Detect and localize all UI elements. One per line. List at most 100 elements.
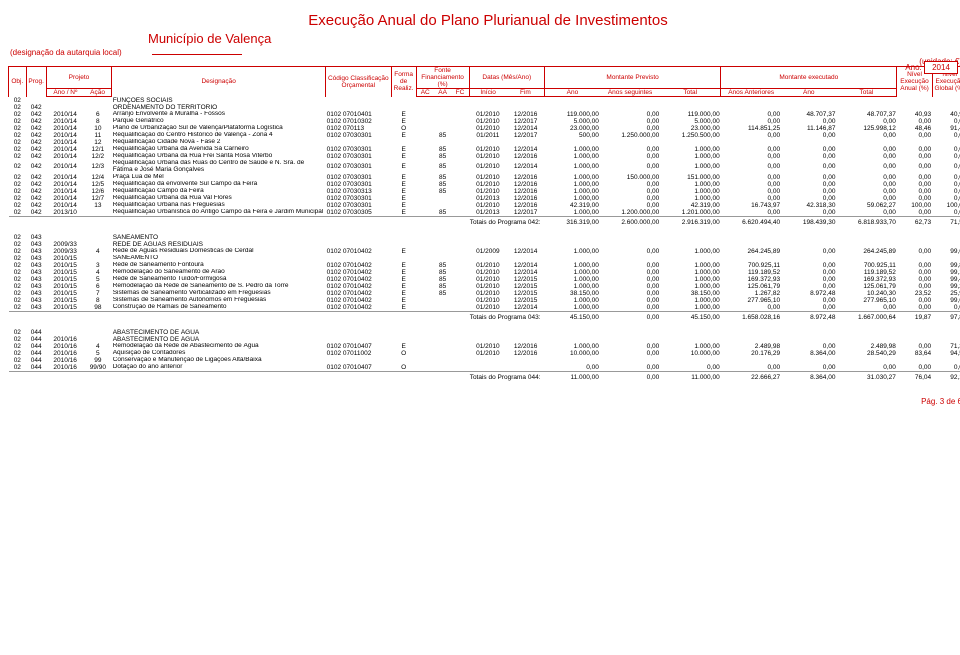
cell: 0,00: [836, 188, 896, 195]
cell: 125.998,12: [836, 125, 896, 132]
cell: 01/2010: [469, 269, 507, 276]
cell: 042: [26, 174, 46, 181]
cell: 71,50: [932, 216, 960, 230]
cell: Remodelação do Saneamento de Arão: [112, 269, 326, 276]
cell: 02: [9, 146, 27, 153]
cell: 1.250.500,00: [660, 132, 720, 139]
cell: 0,00: [721, 111, 781, 118]
cell: 02: [9, 118, 27, 125]
cell: E: [391, 248, 416, 255]
cell: 0102 07010402: [326, 262, 391, 269]
cell: 12/2016: [507, 153, 545, 160]
cell: [326, 255, 391, 262]
cell: [391, 255, 416, 262]
cell: 0,00: [897, 174, 932, 181]
cell: 044: [26, 364, 46, 372]
cell: [416, 255, 434, 262]
cell: 12/2015: [507, 283, 545, 290]
col-ac: AC: [416, 89, 434, 97]
cell: 12/2016: [507, 343, 545, 350]
cell: 0102 07010302: [326, 118, 391, 125]
cell: 12/2: [84, 153, 112, 160]
cell: [434, 255, 452, 262]
cell: 0,00: [781, 262, 836, 269]
cell: 42.319,00: [545, 202, 600, 209]
cell: [836, 357, 896, 364]
col-ano-no: Ano / Nº: [46, 89, 84, 97]
col-mp-ano: Ano: [545, 89, 600, 97]
cell: 12/5: [84, 181, 112, 188]
cell: 0102 07030301: [326, 195, 391, 202]
cell: 2010/15: [46, 262, 84, 269]
cell: 6.620.494,40: [721, 216, 781, 230]
cell: [451, 283, 469, 290]
cell: [897, 139, 932, 146]
cell: 119.000,00: [660, 111, 720, 118]
cell: 02: [9, 160, 27, 174]
cell: 042: [26, 118, 46, 125]
cell: 85: [434, 269, 452, 276]
cell: 0,00: [600, 248, 660, 255]
cell: [434, 248, 452, 255]
cell: [451, 118, 469, 125]
cell: E: [391, 174, 416, 181]
cell: 043: [26, 234, 46, 241]
col-prog: Prog.: [26, 67, 46, 97]
cell: 0102 07010402: [326, 304, 391, 312]
cell: 2.489,98: [721, 343, 781, 350]
cell: 2010/14: [46, 195, 84, 202]
cell: 277.965,10: [836, 297, 896, 304]
cell: 0,00: [721, 304, 781, 312]
cell: [897, 255, 932, 262]
cell: [434, 364, 452, 372]
table-row: 020422010/1412/1Requalificação Urbana da…: [9, 146, 960, 153]
cell: 83,64: [897, 350, 932, 357]
cell: 12/6: [84, 188, 112, 195]
col-mp: Montante Previsto: [545, 67, 721, 89]
cell: 277.965,10: [721, 297, 781, 304]
cell: 0,00: [781, 304, 836, 312]
table-row: 020432010/154Remodelação do Saneamento d…: [9, 269, 960, 276]
cell: [434, 357, 452, 364]
cell: 48.707,37: [781, 111, 836, 118]
cell: 11.000,00: [545, 371, 600, 385]
cell: 119.189,52: [836, 269, 896, 276]
cell: 0102 07030301: [326, 146, 391, 153]
col-inicio: Início: [469, 89, 507, 97]
main-table: Obj. Prog. Projeto Designação Código Cla…: [8, 66, 960, 389]
cell: 0,00: [600, 311, 660, 325]
cell: 042: [26, 139, 46, 146]
cell: 0,00: [932, 174, 960, 181]
cell: 0,00: [781, 248, 836, 255]
cell: 043: [26, 297, 46, 304]
cell: E: [391, 297, 416, 304]
col-datas: Datas (Mês/Ano): [469, 67, 545, 89]
cell: 0,00: [897, 146, 932, 153]
cell: 02: [9, 125, 27, 132]
cell: 1.658.028,16: [721, 311, 781, 325]
cell: Totais do Programa 044:: [9, 371, 545, 385]
cell: [451, 269, 469, 276]
cell: Sistemas de Saneamento Autónomos em Freg…: [112, 297, 326, 304]
cell: Rede de Águas Residuais Domésticas de Ce…: [112, 248, 326, 255]
cell: 044: [26, 329, 46, 336]
col-projeto: Projeto: [46, 67, 111, 89]
table-row: 020422010/1412/3Requalificação Urbana da…: [9, 160, 960, 174]
cell: 119.189,52: [721, 269, 781, 276]
cell: Construção de Ramais de Saneamento: [112, 304, 326, 312]
cell: [507, 255, 545, 262]
cell: 2010/15: [46, 255, 84, 262]
cell: 2010/14: [46, 188, 84, 195]
cell: 0102 07030301: [326, 202, 391, 209]
cell: 169.372,93: [721, 276, 781, 283]
cell: 5: [84, 350, 112, 357]
cell: 8: [84, 118, 112, 125]
cell: [416, 283, 434, 290]
cell: [416, 188, 434, 195]
cell: 0,00: [600, 188, 660, 195]
cell: 0,00: [721, 195, 781, 202]
ano-input[interactable]: [924, 61, 958, 74]
cell: 0,00: [600, 111, 660, 118]
cell: 0,00: [721, 132, 781, 139]
table-row: 020422010/1413Requalificação Urbana nas …: [9, 202, 960, 209]
